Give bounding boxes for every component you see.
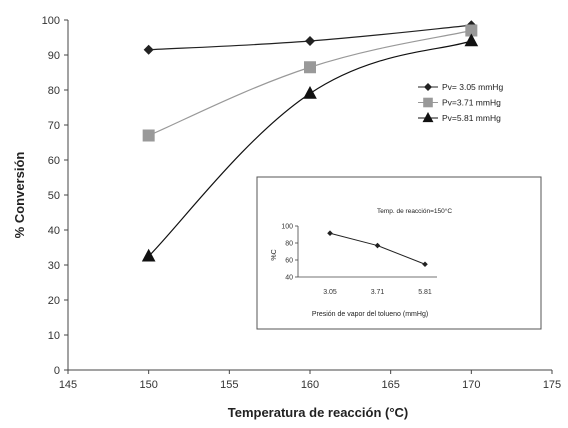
x-tick-label: 175 <box>543 379 561 391</box>
inset-x-tick-label: 3.71 <box>371 289 385 296</box>
legend-marker <box>423 97 433 108</box>
inset-y-tick-label: 80 <box>285 241 293 248</box>
legend-label: Pv=5.81 mmHg <box>442 113 501 123</box>
series-3-point <box>141 248 156 262</box>
y-tick-label: 60 <box>48 155 60 167</box>
series-2-point <box>465 24 478 37</box>
y-tick-label: 10 <box>48 330 60 342</box>
inset-annotation: Temp. de reacción=150°C <box>377 207 452 215</box>
legend-marker <box>424 83 432 91</box>
y-tick-label: 20 <box>48 295 60 307</box>
inset-x-axis-title: Presión de vapor del tolueno (mmHg) <box>312 311 428 318</box>
inset-series-point <box>422 261 428 268</box>
main-plot: 0 10 20 30 40 50 60 70 80 90 100 145 150 155 160 165 170… <box>12 15 561 420</box>
series-1-point <box>143 44 154 55</box>
x-tick-label: 150 <box>139 379 157 391</box>
inset-tick-labels: 40 60 80 100 3.05 3.71 5.81 <box>281 224 432 297</box>
series-3-point <box>303 86 317 99</box>
y-tick-label: 90 <box>48 50 60 62</box>
inset-series <box>327 230 428 268</box>
legend-label: Pv=3.71 mmHg <box>442 98 501 108</box>
inset-y-tick-label: 60 <box>285 258 293 265</box>
x-tick-label: 145 <box>59 379 77 391</box>
legend: Pv= 3.05 mmHg Pv=3.71 mmHg Pv=5.81 mmHg <box>418 82 503 123</box>
main-tick-labels: 0 10 20 30 40 50 60 70 80 90 100 145 150 155 160 165 170… <box>42 15 562 391</box>
y-tick-label: 100 <box>42 15 60 27</box>
inset-y-tick-label: 40 <box>285 275 293 282</box>
y-tick-label: 50 <box>48 190 60 202</box>
x-tick-label: 170 <box>462 379 480 391</box>
series-2-point <box>142 129 155 142</box>
inset-y-axis-title: %C <box>271 249 278 260</box>
inset-chart: 40 60 80 100 3.05 3.71 5.81 Temp. de reacción=… <box>256 176 542 330</box>
main-axes <box>64 19 553 374</box>
y-tick-label: 40 <box>48 225 60 237</box>
inset-series-point <box>374 242 381 249</box>
inset-frame <box>256 176 542 330</box>
legend-marker <box>422 112 434 123</box>
series-3-point <box>464 33 479 47</box>
y-tick-label: 80 <box>48 85 60 97</box>
inset-series-point <box>327 230 333 237</box>
legend-label: Pv= 3.05 mmHg <box>442 82 503 92</box>
inset-x-tick-label: 3.05 <box>323 289 337 296</box>
inset-axes <box>295 225 437 278</box>
x-tick-label: 160 <box>301 379 319 391</box>
y-axis-title: % Conversión <box>12 152 27 239</box>
series-line-2 <box>148 29 472 137</box>
y-tick-label: 30 <box>48 260 60 272</box>
series-2-point <box>304 61 316 74</box>
x-tick-label: 155 <box>220 379 238 391</box>
main-series-markers <box>141 20 479 262</box>
y-tick-label: 70 <box>48 120 60 132</box>
x-axis-title: Temperatura de reacción (°C) <box>228 405 409 420</box>
y-tick-label: 0 <box>54 365 60 377</box>
x-tick-label: 165 <box>381 379 399 391</box>
series-1-point <box>305 36 315 46</box>
inset-x-tick-label: 5.81 <box>418 289 432 296</box>
inset-y-tick-label: 100 <box>281 224 293 231</box>
